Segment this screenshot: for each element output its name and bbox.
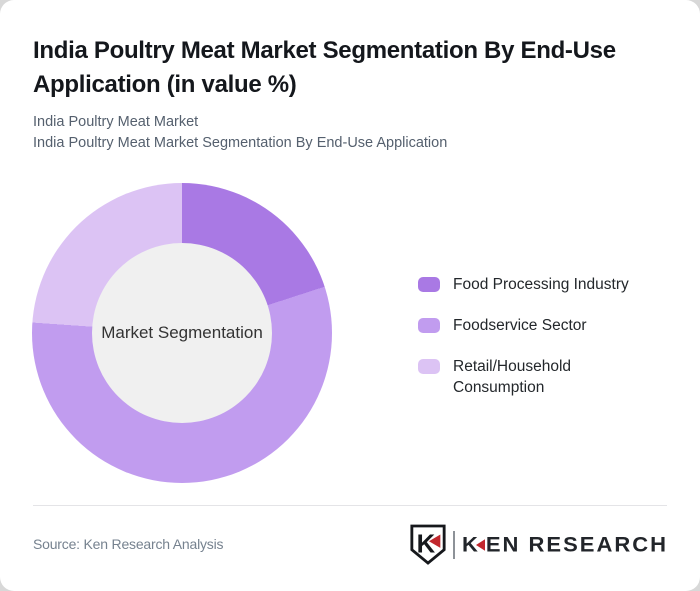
wordmark-rest: EN RESEARCH <box>485 532 668 557</box>
wordmark-k: K <box>461 532 480 557</box>
legend-item-foodservice: Foodservice Sector <box>418 315 658 336</box>
ken-research-logo: K K EN RESEARCH <box>409 524 668 565</box>
footer-divider <box>33 505 667 506</box>
legend-label: Retail/Household Consumption <box>453 358 572 396</box>
red-triangle-icon <box>475 539 485 551</box>
svg-text:K: K <box>417 531 436 559</box>
legend-item-retail-household: Retail/Household Consumption <box>418 356 658 398</box>
legend-item-food-processing: Food Processing Industry <box>418 274 658 295</box>
donut-chart: Market Segmentation <box>32 183 332 483</box>
subtitle-line-1: India Poultry Meat Market <box>33 114 199 130</box>
legend-swatch <box>418 277 440 292</box>
legend-swatch <box>418 359 440 374</box>
source-attribution: Source: Ken Research Analysis <box>33 536 224 552</box>
chart-subtitle: India Poultry Meat Market India Poultry … <box>33 112 653 154</box>
donut-center-label: Market Segmentation <box>101 323 263 342</box>
legend-label: Foodservice Sector <box>453 317 587 334</box>
donut-center: Market Segmentation <box>92 243 272 423</box>
page-title: India Poultry Meat Market Segmentation B… <box>33 37 616 98</box>
ken-research-wordmark: K EN RESEARCH <box>462 533 668 558</box>
legend-swatch <box>418 318 440 333</box>
logo-separator <box>452 531 455 559</box>
ken-research-shield-icon: K <box>410 524 446 565</box>
legend-label: Food Processing Industry <box>453 276 629 293</box>
chart-legend: Food Processing Industry Foodservice Sec… <box>418 274 658 418</box>
subtitle-line-2: India Poultry Meat Market Segmentation B… <box>33 135 448 151</box>
